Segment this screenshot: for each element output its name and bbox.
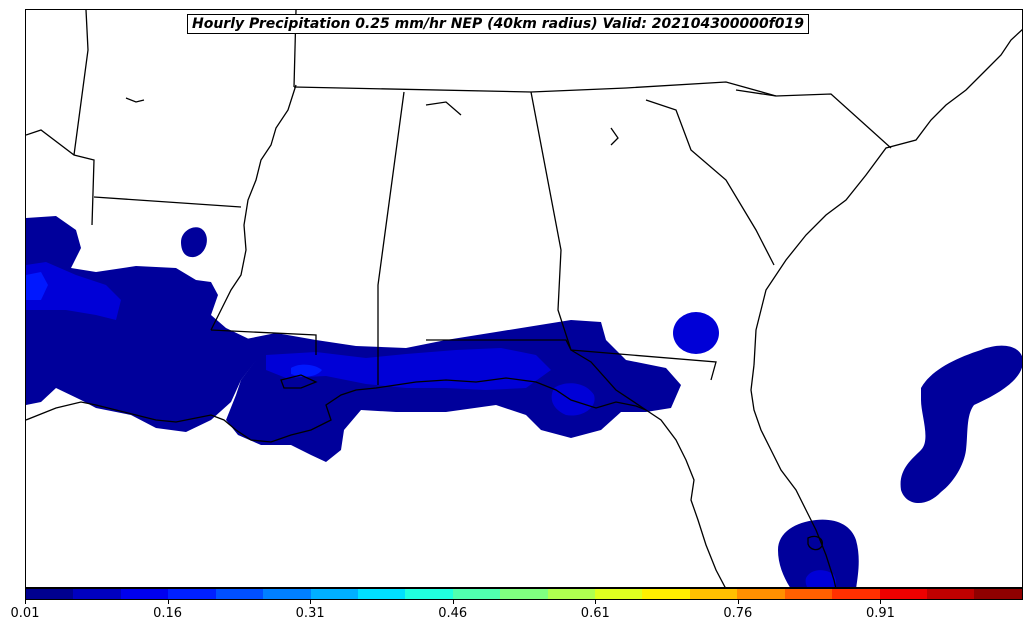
colorbar-segment bbox=[879, 589, 928, 599]
precip-area-west bbox=[26, 216, 258, 432]
colorbar-tick bbox=[595, 600, 597, 604]
river-tn bbox=[125, 97, 145, 103]
colorbar-segment bbox=[689, 589, 738, 599]
state-border-al-ga bbox=[530, 91, 572, 351]
state-border-ms-la bbox=[210, 329, 317, 355]
colorbar-segment bbox=[927, 589, 975, 599]
coast-gulf bbox=[26, 377, 647, 443]
boundaries-layer bbox=[26, 10, 1022, 587]
precip-layer bbox=[26, 216, 1022, 587]
colorbar-segment bbox=[310, 589, 358, 599]
colorbar-segment bbox=[500, 589, 548, 599]
colorbar-segment bbox=[595, 589, 643, 599]
river-al bbox=[425, 101, 462, 116]
colorbar-tick-label: 0.46 bbox=[438, 606, 468, 621]
precip-area-west-mid bbox=[26, 262, 121, 320]
precip-area-sfl-mid bbox=[805, 570, 837, 587]
state-border-ar-north bbox=[73, 10, 89, 156]
colorbar-segment bbox=[263, 589, 311, 599]
precip-area-west-core bbox=[26, 272, 48, 300]
precip-area-central-core bbox=[291, 364, 322, 377]
state-border-ga-sc bbox=[645, 99, 775, 266]
colorbar-tick bbox=[167, 600, 169, 604]
colorbar-tick-label: 0.76 bbox=[723, 606, 753, 621]
precip-area-central-mid bbox=[266, 348, 551, 390]
colorbar-segment bbox=[215, 589, 264, 599]
map-panel bbox=[25, 9, 1023, 588]
state-border-ar-la bbox=[93, 196, 242, 208]
colorbar-segment bbox=[168, 589, 216, 599]
colorbar-tick bbox=[452, 600, 454, 604]
colorbar-segment bbox=[405, 589, 453, 599]
colorbar-segment bbox=[784, 589, 833, 599]
colorbar-tick-label: 0.61 bbox=[580, 606, 610, 621]
coast-fl-west bbox=[570, 349, 726, 587]
precip-area-central bbox=[226, 320, 681, 462]
colorbar-tick bbox=[880, 600, 882, 604]
colorbar-segment bbox=[452, 589, 501, 599]
precip-blob-ga bbox=[673, 312, 719, 354]
colorbar-segment bbox=[642, 589, 690, 599]
colorbar-segment bbox=[974, 589, 1022, 599]
precip-area-sfl bbox=[778, 519, 859, 587]
coast-atlantic bbox=[753, 28, 1022, 366]
colorbar-tick-label: 0.31 bbox=[295, 606, 325, 621]
state-border-nc-sc bbox=[735, 89, 777, 97]
lake-okeechobee bbox=[807, 535, 823, 551]
colorbar-ticks: 0.01 0.16 0.31 0.46 0.61 0.76 0.91 bbox=[11, 600, 1023, 630]
colorbar-segment bbox=[26, 589, 74, 599]
colorbar-tick-label: 0.91 bbox=[865, 606, 895, 621]
colorbar-segment bbox=[120, 589, 169, 599]
state-border-tx-ar bbox=[26, 129, 95, 226]
mississippi-river-border bbox=[210, 84, 297, 331]
precip-area-atlantic bbox=[900, 345, 1022, 503]
state-border-ms-al bbox=[377, 91, 405, 385]
colorbar bbox=[25, 588, 1023, 600]
state-border-tn-south bbox=[293, 81, 892, 149]
river-ga bbox=[610, 127, 619, 146]
colorbar-tick bbox=[25, 600, 26, 604]
colorbar-segment bbox=[73, 589, 121, 599]
colorbar-segment bbox=[737, 589, 785, 599]
colorbar-segment bbox=[547, 589, 596, 599]
colorbar-tick-label: 0.01 bbox=[10, 606, 40, 621]
colorbar-tick bbox=[737, 600, 739, 604]
lake-pontchartrain bbox=[280, 374, 318, 389]
colorbar-segment bbox=[832, 589, 880, 599]
colorbar-tick bbox=[310, 600, 312, 604]
precip-area-central-mid2 bbox=[551, 383, 595, 416]
colorbar-segment bbox=[357, 589, 406, 599]
colorbar-tick-label: 0.16 bbox=[153, 606, 183, 621]
coast-fl-east bbox=[750, 364, 837, 587]
map-title: Hourly Precipitation 0.25 mm/hr NEP (40k… bbox=[187, 14, 810, 34]
map-svg bbox=[26, 10, 1022, 587]
precip-blob-ms bbox=[181, 227, 207, 258]
